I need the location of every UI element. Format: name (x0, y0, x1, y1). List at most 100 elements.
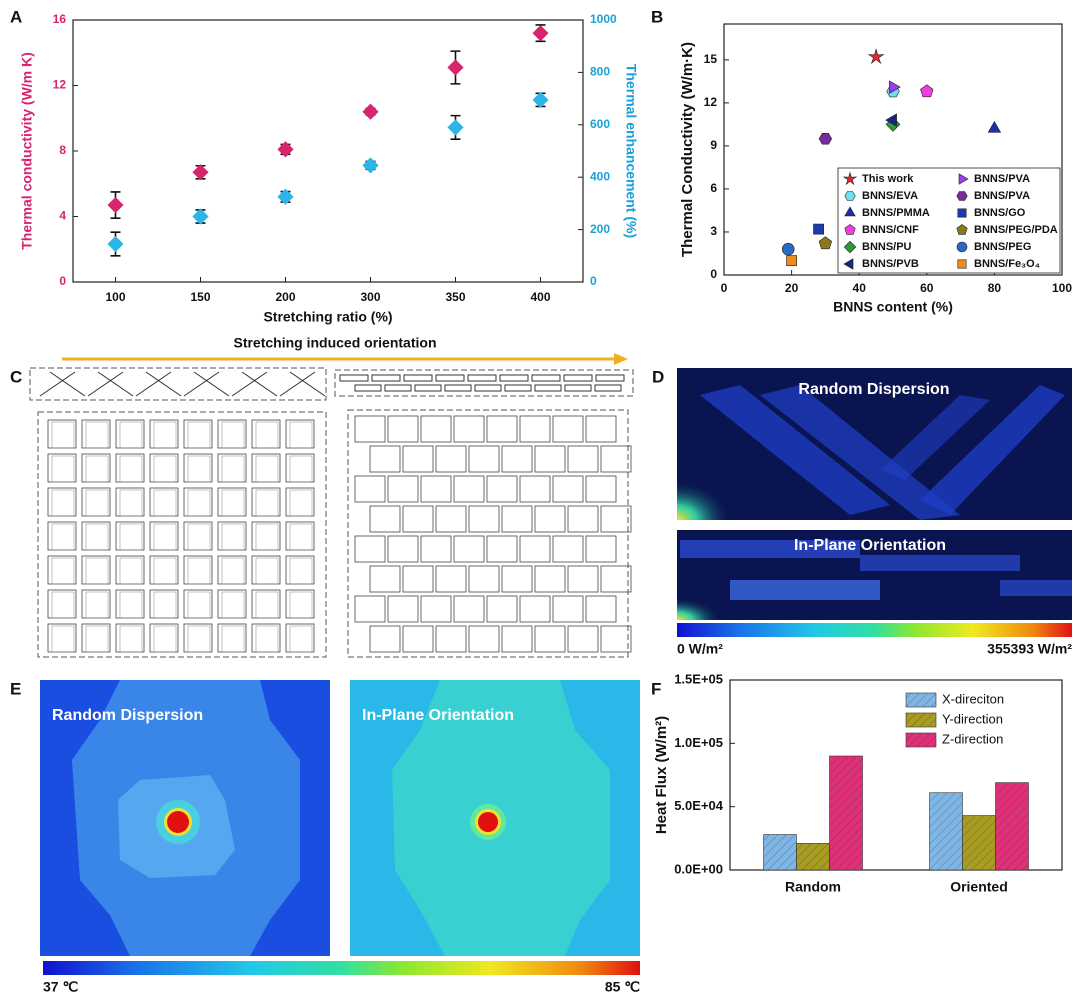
filler-cell (119, 489, 143, 517)
filler-cell (119, 625, 143, 653)
data-point (867, 48, 885, 65)
filler-cell (435, 625, 467, 653)
filler-cell (519, 415, 551, 443)
filler-cell (85, 523, 109, 551)
legend-label: BNNS/GO (974, 207, 1026, 219)
strip-flake (531, 374, 561, 382)
y-axis-label: Thermal conductivity (W/m K) (19, 52, 35, 250)
filler-cell (221, 625, 245, 653)
strip-flake (563, 374, 593, 382)
filler-cell (289, 421, 313, 449)
filler-cell (402, 505, 434, 533)
strip-flake (444, 384, 472, 392)
filler-cell (153, 421, 177, 449)
colorbar (43, 961, 640, 975)
filler-cell (519, 595, 551, 623)
filler-cell (187, 625, 211, 653)
filler-cell (402, 625, 434, 653)
x-axis-label: Stretching ratio (%) (263, 309, 392, 325)
strip-flake (595, 374, 625, 382)
strip-box (334, 369, 634, 397)
strip-flake (467, 374, 497, 382)
strip-flake (87, 371, 124, 397)
filler-cell (51, 455, 75, 483)
filler-cell (453, 595, 485, 623)
panel-label: A (10, 7, 22, 26)
filler-cell (51, 591, 75, 619)
map-label: In-Plane Orientation (362, 707, 514, 724)
filler-cell (354, 475, 386, 503)
filler-cell (51, 489, 75, 517)
y2-tick-label: 800 (590, 65, 610, 79)
filler-cell (420, 415, 452, 443)
orientation-title: Stretching induced orientation (233, 335, 436, 351)
filler-cell (585, 595, 617, 623)
legend-label: BNNS/EVA (862, 190, 918, 202)
legend-label: BNNS/PVA (974, 190, 1030, 202)
filler-cell (153, 591, 177, 619)
y-tick-label: 0 (59, 274, 66, 288)
flake (880, 395, 990, 480)
filler-cell (85, 625, 109, 653)
strip-flake (371, 374, 401, 382)
data-point (107, 197, 124, 214)
legend-marker (844, 191, 856, 201)
legend-marker (957, 259, 967, 269)
filler-cell (255, 455, 279, 483)
filler-cell (187, 489, 211, 517)
strip-flake (279, 371, 316, 397)
filler-cell (369, 505, 401, 533)
legend-label: BNNS/PEG/PDA (974, 224, 1058, 236)
filler-cell (600, 625, 632, 653)
legend-marker (956, 191, 968, 201)
bar (829, 755, 863, 871)
filler-cell (221, 523, 245, 551)
data-point (192, 208, 209, 225)
filler-cell (85, 421, 109, 449)
filler-cell (221, 557, 245, 585)
flake (1000, 580, 1072, 596)
legend-label: BNNS/PU (862, 241, 912, 253)
legend-box (837, 167, 1061, 274)
filler-cell (435, 505, 467, 533)
grid-box (37, 411, 327, 658)
filler-cell (255, 591, 279, 619)
panel-label: C (10, 367, 22, 386)
filler-cell (552, 595, 584, 623)
x-tick-label: 400 (530, 290, 550, 304)
filler-cell (585, 475, 617, 503)
filler-cell (552, 415, 584, 443)
model-grid (39, 371, 632, 653)
y-tick-label: 16 (53, 12, 67, 26)
filler-cell (354, 595, 386, 623)
legend-marker (843, 240, 857, 254)
legend-marker (956, 241, 968, 253)
filler-cell (255, 421, 279, 449)
filler-cell (567, 445, 599, 473)
filler-cell (468, 625, 500, 653)
x-tick-label: 0 (721, 281, 728, 295)
x-axis-label: BNNS content (%) (833, 299, 953, 315)
strip-flake (97, 371, 134, 397)
legend-label: BNNS/CNF (862, 224, 919, 236)
legend-label: Y-direction (942, 711, 1003, 726)
filler-cell (534, 565, 566, 593)
filler-cell (402, 565, 434, 593)
filler-cell (387, 595, 419, 623)
strip-flake (594, 384, 622, 392)
map-label: Random Dispersion (798, 381, 949, 398)
filler-cell (585, 415, 617, 443)
filler-cell (600, 565, 632, 593)
x-tick-label: 200 (275, 290, 295, 304)
filler-cell (435, 565, 467, 593)
scale-label: 85 ℃ (605, 979, 640, 995)
filler-cell (289, 455, 313, 483)
filler-cell (501, 625, 533, 653)
filler-cell (369, 565, 401, 593)
strip-flake (534, 384, 562, 392)
filler-cell (534, 445, 566, 473)
bar (995, 782, 1029, 871)
panel-d: Random Dispersion In-Plane Orientation 0… (677, 368, 1072, 657)
y-axis-label: Heat Flux (W/m²) (653, 716, 670, 834)
panel-c: Stretching induced orientation (29, 335, 634, 658)
